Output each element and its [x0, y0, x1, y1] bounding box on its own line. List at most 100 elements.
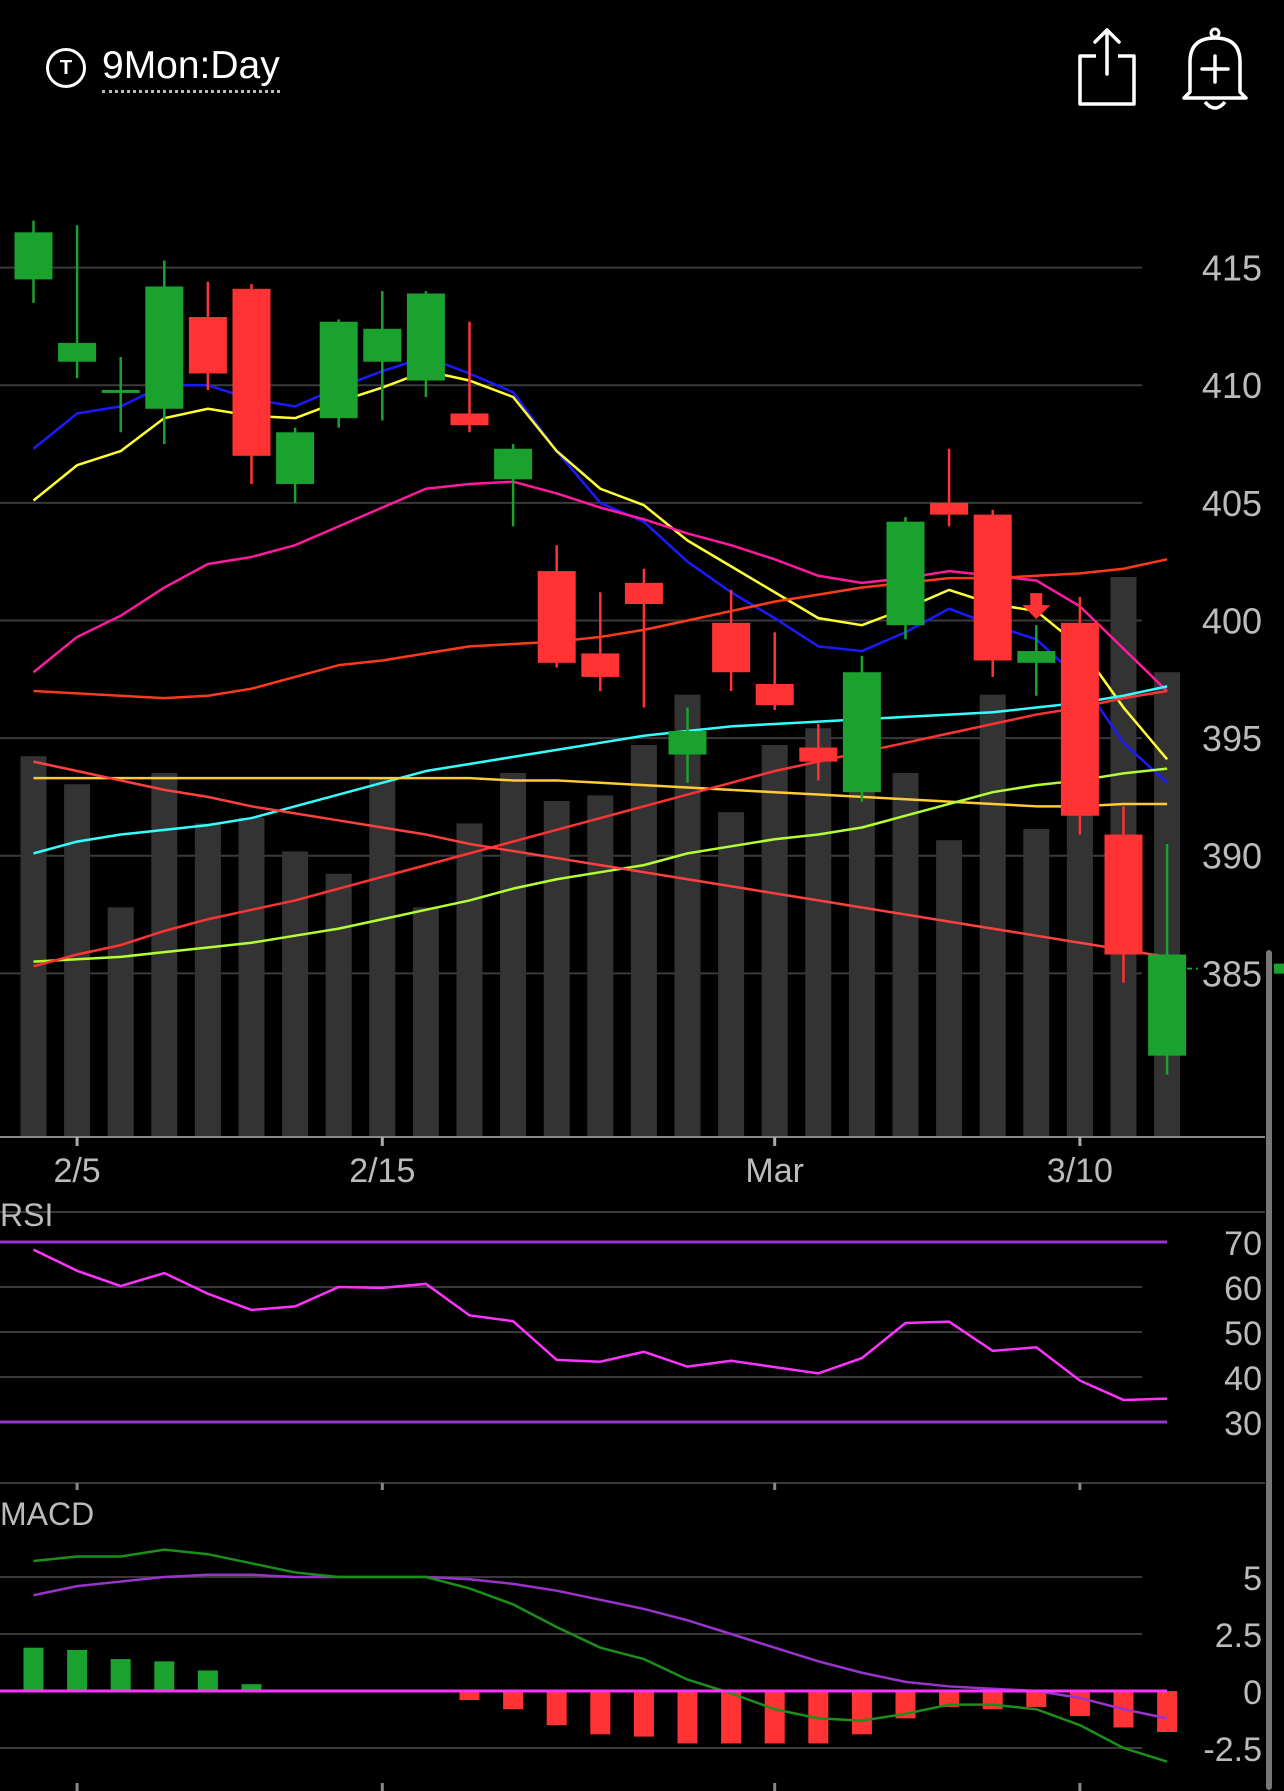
volume-bar	[805, 728, 832, 1137]
volume-bar	[543, 801, 570, 1137]
volume-bar	[761, 745, 788, 1137]
candle-up	[886, 521, 925, 626]
price-tick-label: 390	[1202, 836, 1262, 877]
volume-bar	[412, 907, 439, 1137]
candle-up	[1148, 954, 1187, 1056]
moving-average-line	[33, 689, 1168, 968]
volume-bar	[282, 851, 309, 1137]
macd-histogram-bar	[459, 1691, 480, 1701]
candle-down	[1060, 622, 1099, 816]
candle-down	[188, 317, 227, 374]
candle-down	[232, 288, 271, 456]
price-tick-label: 410	[1202, 365, 1262, 406]
macd-histogram-bar	[1069, 1691, 1090, 1717]
macd-histogram-bar	[67, 1649, 88, 1691]
candle-up	[494, 448, 533, 480]
candle-up	[668, 731, 707, 755]
macd-histogram-bar	[546, 1691, 567, 1726]
macd-tick-label: -2.5	[1203, 1731, 1262, 1769]
rsi-tick-label: 60	[1224, 1270, 1262, 1308]
volume-bar	[718, 812, 745, 1137]
price-tick-label: 400	[1202, 600, 1262, 641]
macd-tick-label: 0	[1243, 1674, 1262, 1712]
period-selector-button[interactable]: T 9Mon:Day	[46, 40, 280, 96]
sell-signal-arrow-icon	[1022, 593, 1051, 620]
current-price-marker	[1274, 963, 1284, 974]
macd-histogram-bar	[939, 1691, 960, 1707]
volume-bar	[369, 778, 396, 1137]
price-tick-label: 415	[1202, 248, 1262, 289]
macd-histogram-bar	[197, 1670, 218, 1691]
volume-bar	[1023, 829, 1050, 1137]
candle-up	[276, 432, 315, 485]
candle-down	[1104, 834, 1143, 955]
macd-histogram-bar	[23, 1647, 44, 1691]
rsi-tick-label: 70	[1224, 1225, 1262, 1263]
candle-up	[363, 328, 402, 362]
candle-up	[101, 389, 140, 393]
candle-up	[406, 293, 445, 381]
x-axis-label: Mar	[745, 1152, 804, 1190]
candle-up	[58, 342, 97, 362]
candle-up	[1017, 651, 1056, 663]
volume-bar	[630, 745, 657, 1137]
volume-bar	[456, 823, 483, 1137]
x-axis-label: 3/10	[1047, 1152, 1113, 1190]
share-icon[interactable]	[1072, 26, 1142, 110]
candle-down	[537, 571, 576, 663]
period-type-icon: T	[46, 48, 86, 88]
macd-histogram-bar	[241, 1684, 262, 1691]
candle-down	[755, 683, 794, 706]
macd-histogram-bar	[633, 1691, 654, 1737]
volume-bar	[587, 795, 614, 1137]
macd-histogram-bar	[154, 1661, 175, 1691]
rsi-tick-label: 30	[1224, 1405, 1262, 1443]
macd-histogram-bar	[503, 1691, 524, 1710]
candle-down	[624, 582, 663, 605]
candle-down	[712, 622, 751, 673]
price-tick-label: 385	[1202, 953, 1262, 994]
period-label: 9Mon:Day	[102, 44, 280, 93]
candle-down	[799, 747, 838, 762]
moving-average-line	[33, 760, 1168, 959]
macd-histogram-bar	[110, 1659, 131, 1691]
volume-bar	[194, 823, 221, 1137]
volume-bar	[151, 773, 178, 1137]
volume-bar	[238, 817, 265, 1137]
candle-up	[145, 286, 184, 409]
candle-up	[14, 232, 53, 280]
rsi-tick-label: 50	[1224, 1315, 1262, 1353]
price-tick-label: 395	[1202, 718, 1262, 759]
volume-bar	[979, 694, 1006, 1137]
volume-bar	[848, 789, 875, 1137]
scrollbar-thumb	[1266, 950, 1272, 1790]
moving-average-line	[33, 685, 1168, 855]
header: T 9Mon:Day	[0, 0, 1284, 130]
macd-histogram-bar	[1026, 1691, 1047, 1707]
volume-bar	[936, 840, 963, 1137]
rsi-tick-label: 40	[1224, 1360, 1262, 1398]
volume-bar	[20, 756, 47, 1137]
x-axis-label: 2/15	[349, 1152, 415, 1190]
macd-histogram-bar	[590, 1691, 611, 1735]
candle-up	[319, 321, 358, 419]
volume-bar	[325, 873, 352, 1137]
candle-down	[581, 653, 620, 677]
moving-average-line	[33, 776, 1168, 808]
volume-bar	[500, 773, 527, 1137]
macd-title: MACD	[0, 1496, 94, 1532]
candle-up	[842, 672, 881, 793]
macd-histogram-bar	[721, 1691, 742, 1744]
macd-histogram-bar	[1157, 1691, 1178, 1733]
price-tick-label: 405	[1202, 483, 1262, 524]
moving-average-line	[33, 767, 1168, 963]
candle-down	[450, 413, 489, 426]
macd-histogram-bar	[851, 1691, 872, 1735]
add-alert-bell-icon[interactable]	[1178, 26, 1248, 110]
rsi-line	[32, 1248, 1168, 1402]
candle-down	[973, 514, 1012, 661]
rsi-title: RSI	[0, 1197, 53, 1233]
macd-tick-label: 5	[1243, 1560, 1262, 1598]
macd-signal-line	[33, 1573, 1168, 1720]
